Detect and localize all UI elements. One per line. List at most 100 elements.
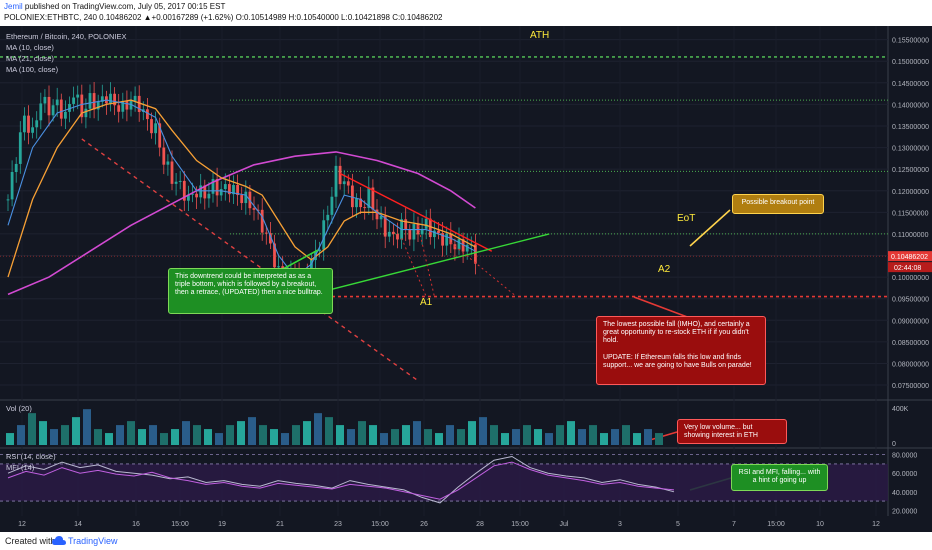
projection-line — [417, 225, 435, 297]
volume-annotation[interactable]: Very low volume... but showing interest … — [677, 419, 787, 444]
support-trendline — [303, 233, 550, 298]
candle-body — [383, 215, 387, 237]
volume-bar — [127, 421, 135, 445]
countdown-tag — [888, 262, 932, 273]
x-tick-label: 15:00 — [511, 521, 529, 528]
oscillator-tick-label: 60.0000 — [892, 471, 917, 478]
volume-bar — [347, 429, 355, 445]
candle-body — [109, 93, 112, 104]
volume-bar — [468, 421, 476, 445]
candle-body — [100, 96, 104, 102]
volume-bar — [435, 433, 443, 445]
legend-rsi[interactable]: RSI (14, close) — [6, 452, 56, 461]
volume-bar — [215, 433, 223, 445]
publish-header: Jemil published on TradingView.com, July… — [0, 0, 932, 26]
y-tick-label: 0.13500000 — [892, 124, 929, 131]
candle-body — [240, 195, 244, 204]
candle-body — [465, 244, 469, 252]
ma100-line — [7, 151, 476, 296]
candle-body — [113, 93, 116, 106]
candle-body — [408, 229, 412, 240]
oscillator-tick-label: 20.0000 — [892, 508, 917, 515]
x-tick-label: 10 — [816, 521, 824, 528]
candle-body — [14, 163, 18, 173]
y-tick-label: 0.11000000 — [892, 232, 929, 239]
volume-bar — [204, 429, 212, 445]
x-tick-label: 15:00 — [767, 521, 785, 528]
legend-ma21[interactable]: MA (21, close) — [6, 54, 54, 63]
legend-mfi[interactable]: MFI (14) — [6, 463, 35, 472]
candle-body — [158, 123, 162, 148]
volume-bar — [644, 429, 652, 445]
volume-bar — [391, 429, 399, 445]
x-tick-label: 3 — [618, 521, 622, 528]
candle-body — [96, 101, 100, 110]
candle-body — [428, 218, 432, 238]
volume-bar — [314, 413, 322, 445]
downtrend-annotation[interactable]: This downtrend could be interpreted as a… — [168, 268, 333, 314]
volume-bar — [589, 425, 597, 445]
annotation-pointer — [633, 296, 691, 319]
candle-body — [453, 244, 457, 250]
legend-ma10[interactable]: MA (10, close) — [6, 43, 54, 52]
x-tick-label: 28 — [476, 521, 484, 528]
volume-bar — [325, 417, 333, 445]
candle-body — [23, 115, 26, 133]
legend-volume[interactable]: Vol (20) — [6, 404, 32, 413]
candle-body — [437, 230, 440, 234]
candle-body — [27, 115, 30, 133]
candle-body — [207, 193, 211, 199]
candle-body — [191, 193, 194, 195]
volume-bar — [534, 429, 542, 445]
candle-body — [244, 191, 248, 204]
volume-bar — [270, 429, 278, 445]
volume-bar — [61, 425, 69, 445]
candle-body — [387, 231, 391, 237]
volume-bar — [237, 421, 245, 445]
volume-bar — [490, 425, 498, 445]
candle-body — [264, 232, 268, 234]
candle-body — [133, 95, 137, 101]
candle-body — [88, 93, 92, 109]
y-tick-label: 0.12500000 — [892, 167, 929, 174]
candle-body — [219, 189, 223, 196]
candle-body — [338, 165, 342, 185]
rsi-annotation[interactable]: RSI and MFI, falling... with a hint of g… — [731, 464, 828, 491]
author-name[interactable]: Jemil — [4, 2, 23, 11]
x-tick-label: 15:00 — [371, 521, 389, 528]
ath-label: ATH — [530, 30, 550, 41]
candle-body — [322, 220, 326, 250]
candle-body — [199, 185, 203, 198]
y-tick-label: 0.10000000 — [892, 275, 929, 282]
candle-body — [51, 105, 55, 116]
candle-body — [260, 209, 264, 233]
candle-body — [449, 233, 453, 245]
volume-bar — [149, 425, 157, 445]
breakout-annotation[interactable]: Possible breakout point — [732, 194, 824, 214]
candle-body — [178, 180, 182, 182]
candle-body — [55, 99, 59, 106]
candle-body — [6, 199, 10, 201]
y-tick-label: 0.13000000 — [892, 146, 929, 153]
last-price-text: 0.10486202 — [891, 254, 928, 261]
x-tick-label: 21 — [276, 521, 284, 528]
candle-body — [392, 231, 395, 235]
candle-body — [252, 208, 256, 210]
candle-body — [35, 120, 39, 128]
volume-bar — [72, 417, 80, 445]
candle-body — [182, 180, 186, 201]
candle-body — [420, 228, 424, 235]
candle-body — [215, 179, 219, 196]
tradingview-logo[interactable]: TradingView — [52, 534, 118, 548]
legend-ma100[interactable]: MA (100, close) — [6, 65, 59, 74]
lowest-fall-annotation[interactable]: The lowest possible fall (IMHO), and cer… — [596, 316, 766, 385]
y-tick-label: 0.08500000 — [892, 340, 929, 347]
candle-body — [80, 94, 84, 118]
volume-bar — [600, 433, 608, 445]
candle-body — [146, 109, 149, 120]
candle-body — [31, 127, 34, 133]
chart-canvas[interactable]: 0.15500000 0.15000000 0.14500000 0.14000000… — [0, 26, 932, 532]
update-text: UPDATE: If Ethereum falls this low and f… — [603, 353, 752, 369]
candle-body — [223, 184, 227, 190]
volume-bar — [556, 425, 564, 445]
